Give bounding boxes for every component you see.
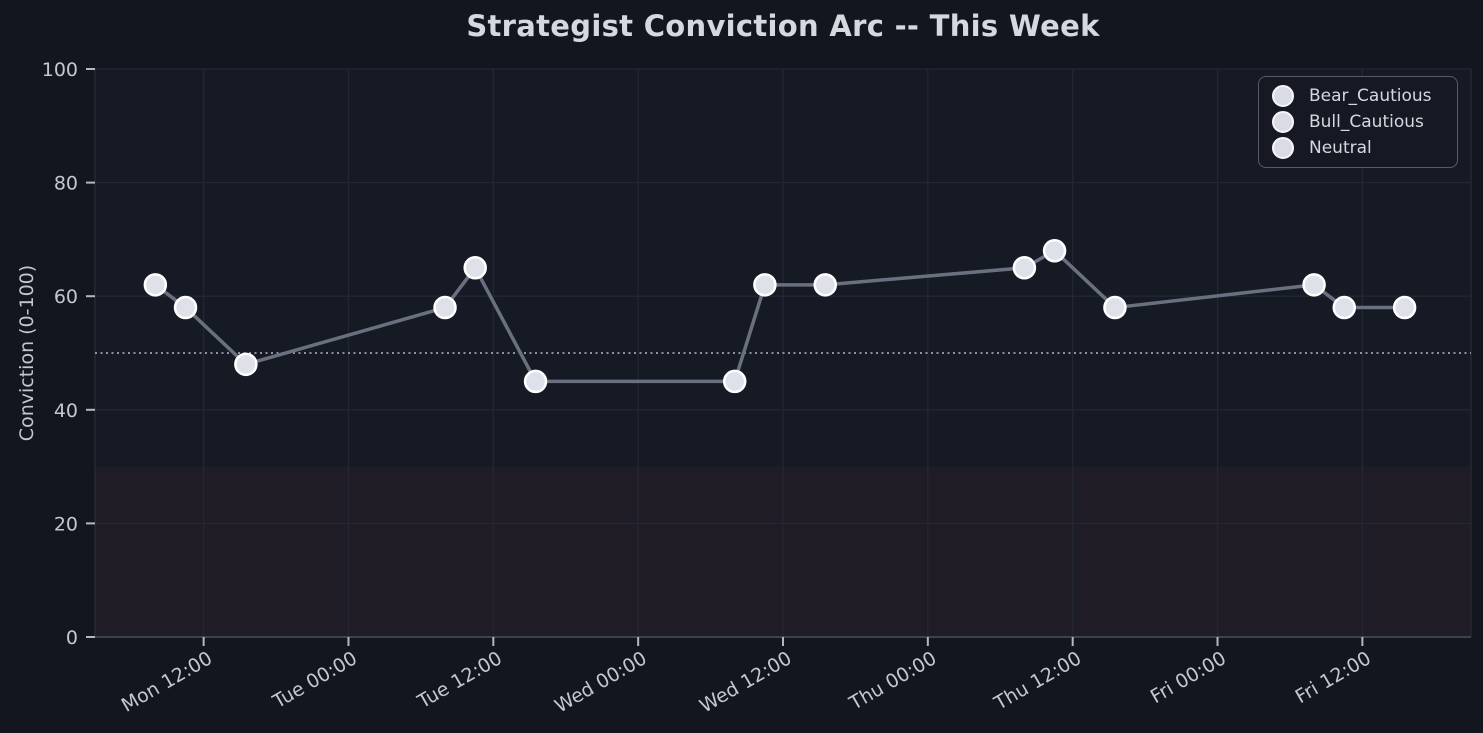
data-point xyxy=(433,295,457,320)
data-point xyxy=(143,273,168,297)
legend-item-bull-cautious: Bull_Cautious xyxy=(1272,109,1447,135)
legend-label: Bull_Cautious xyxy=(1309,112,1424,132)
y-tick-label: 0 xyxy=(66,627,78,649)
y-tick-label: 60 xyxy=(54,286,78,308)
scatter-marker-icon xyxy=(1272,111,1294,133)
x-tick-label: Thu 12:00 xyxy=(990,647,1085,715)
y-tick-label: 80 xyxy=(54,173,78,195)
y-tick-label: 20 xyxy=(54,513,78,535)
data-point xyxy=(1012,256,1037,280)
x-tick-label: Mon 12:00 xyxy=(118,647,216,716)
data-point xyxy=(173,295,198,320)
data-point xyxy=(753,273,777,297)
x-tick-label: Fri 00:00 xyxy=(1147,647,1230,708)
legend: Bear_Cautious Bull_Cautious Neutral xyxy=(1258,76,1458,168)
scatter-marker-icon xyxy=(1272,137,1294,159)
scatter-marker-icon xyxy=(1272,85,1294,107)
data-point xyxy=(1332,295,1357,320)
data-point xyxy=(1392,295,1417,320)
data-point xyxy=(1103,295,1127,320)
legend-label: Bear_Cautious xyxy=(1309,86,1432,106)
x-tick-label: Tue 00:00 xyxy=(268,647,361,713)
legend-item-bear-cautious: Bear_Cautious xyxy=(1272,83,1447,109)
data-point xyxy=(523,369,548,394)
data-point xyxy=(813,273,837,297)
data-point xyxy=(722,369,747,394)
x-tick-label: Wed 00:00 xyxy=(551,647,651,717)
x-tick-label: Wed 12:00 xyxy=(696,647,796,717)
x-tick-label: Thu 00:00 xyxy=(845,647,940,715)
data-point xyxy=(1302,273,1326,297)
x-tick-label: Tue 12:00 xyxy=(413,647,506,713)
data-point xyxy=(234,352,258,377)
data-point xyxy=(463,256,487,280)
data-point xyxy=(1042,239,1067,263)
legend-item-neutral: Neutral xyxy=(1272,135,1447,161)
legend-label: Neutral xyxy=(1309,138,1372,158)
chart-title: Strategist Conviction Arc -- This Week xyxy=(466,9,1100,43)
y-tick-label: 100 xyxy=(42,59,78,81)
x-tick-label: Fri 12:00 xyxy=(1292,647,1375,708)
y-tick-label: 40 xyxy=(54,400,78,422)
